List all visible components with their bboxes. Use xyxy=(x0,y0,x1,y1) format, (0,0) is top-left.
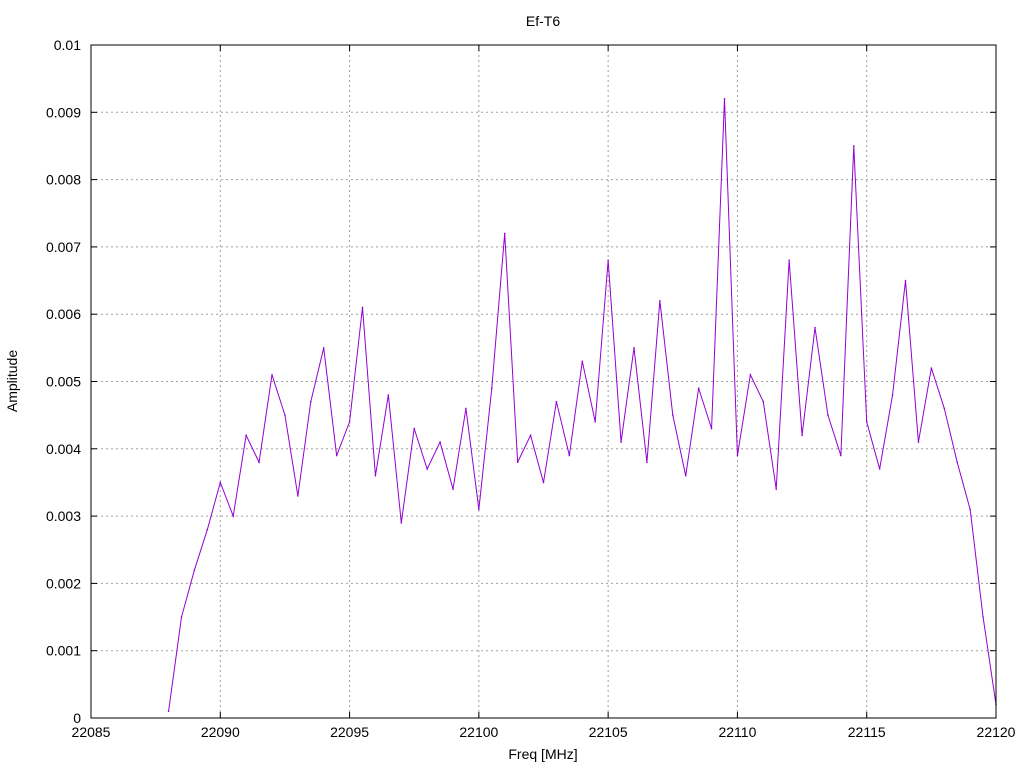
data-point xyxy=(594,421,597,423)
data-point xyxy=(297,495,299,497)
data-point xyxy=(671,414,674,416)
data-point xyxy=(723,98,726,100)
data-point xyxy=(348,421,351,423)
data-point xyxy=(387,394,390,396)
data-point xyxy=(827,414,829,416)
y-tick-label: 0.002 xyxy=(46,575,81,591)
data-point xyxy=(167,710,170,713)
data-point xyxy=(206,528,209,531)
data-point xyxy=(982,616,984,618)
data-point xyxy=(219,481,222,484)
grid xyxy=(91,45,996,718)
data-point xyxy=(271,373,273,376)
data-point xyxy=(607,259,609,262)
chart-title: Ef-T6 xyxy=(526,13,560,29)
data-point xyxy=(465,407,467,410)
data-point xyxy=(180,616,183,618)
y-tick-label: 0.005 xyxy=(46,374,81,390)
series-line xyxy=(168,98,997,712)
data-point xyxy=(684,474,687,477)
x-axis-label: Freq [MHz] xyxy=(508,746,577,762)
data-point xyxy=(400,522,403,524)
y-axis-label: Amplitude xyxy=(4,350,20,412)
data-point xyxy=(452,488,454,490)
data-point xyxy=(439,441,441,443)
data-point xyxy=(529,434,532,437)
y-tick-label: 0.01 xyxy=(54,37,81,53)
data-point xyxy=(943,407,946,410)
data-point xyxy=(762,400,765,403)
data-point xyxy=(490,387,493,390)
ticks: 22085 22090 22095 22100 22105 22110 22115 22120… xyxy=(46,37,1016,740)
data-point xyxy=(426,468,428,470)
data-point xyxy=(969,508,971,511)
data-point xyxy=(814,326,816,329)
y-tick-label: 0.003 xyxy=(46,508,81,524)
x-tick-label: 22100 xyxy=(459,724,498,740)
data-point xyxy=(478,508,480,511)
data-point xyxy=(788,259,790,262)
y-tick-label: 0.001 xyxy=(46,643,81,659)
y-tick-label: 0.006 xyxy=(46,306,81,322)
data-point xyxy=(956,461,959,464)
y-tick-label: 0.009 xyxy=(46,104,81,120)
data-point xyxy=(309,400,312,403)
data-point xyxy=(697,387,700,390)
y-tick-label: 0.007 xyxy=(46,239,81,255)
x-tick-label: 22120 xyxy=(977,724,1016,740)
plot-frame xyxy=(90,44,997,719)
x-tick-label: 22115 xyxy=(848,724,886,740)
data-point xyxy=(878,468,881,470)
data-point xyxy=(840,454,842,457)
data-point xyxy=(193,569,196,571)
y-tick-label: 0.008 xyxy=(46,172,81,188)
data-point xyxy=(516,461,519,464)
data-point xyxy=(736,454,739,457)
data-point xyxy=(322,347,325,349)
data-point xyxy=(413,427,416,430)
data-point xyxy=(801,434,803,437)
data-point xyxy=(258,461,260,464)
series-layer xyxy=(167,98,997,713)
data-point xyxy=(749,373,752,376)
data-point xyxy=(361,306,364,309)
data-point xyxy=(542,481,545,484)
data-point xyxy=(865,421,868,423)
data-point xyxy=(503,232,506,235)
data-point xyxy=(335,454,338,457)
data-point xyxy=(775,488,778,490)
data-point xyxy=(646,461,648,464)
data-point xyxy=(852,145,855,147)
y-tick-label: 0 xyxy=(73,710,81,726)
data-point xyxy=(904,279,907,282)
x-tick-label: 22105 xyxy=(589,724,628,740)
data-point xyxy=(581,360,584,363)
data-point xyxy=(620,441,622,443)
data-point xyxy=(659,299,661,302)
data-point xyxy=(930,367,933,369)
data-point xyxy=(374,474,377,477)
data-point xyxy=(917,441,920,443)
data-point xyxy=(555,400,558,403)
y-tick-label: 0.004 xyxy=(46,441,81,457)
x-tick-label: 22085 xyxy=(72,724,111,740)
x-tick-label: 22090 xyxy=(201,724,240,740)
data-point xyxy=(568,454,571,457)
data-point xyxy=(633,347,635,349)
data-point xyxy=(232,515,235,517)
x-tick-label: 22110 xyxy=(718,724,756,740)
x-tick-label: 22095 xyxy=(330,724,369,740)
data-point xyxy=(245,434,247,437)
data-point xyxy=(710,427,713,430)
data-point xyxy=(284,414,286,416)
data-point xyxy=(891,394,894,396)
